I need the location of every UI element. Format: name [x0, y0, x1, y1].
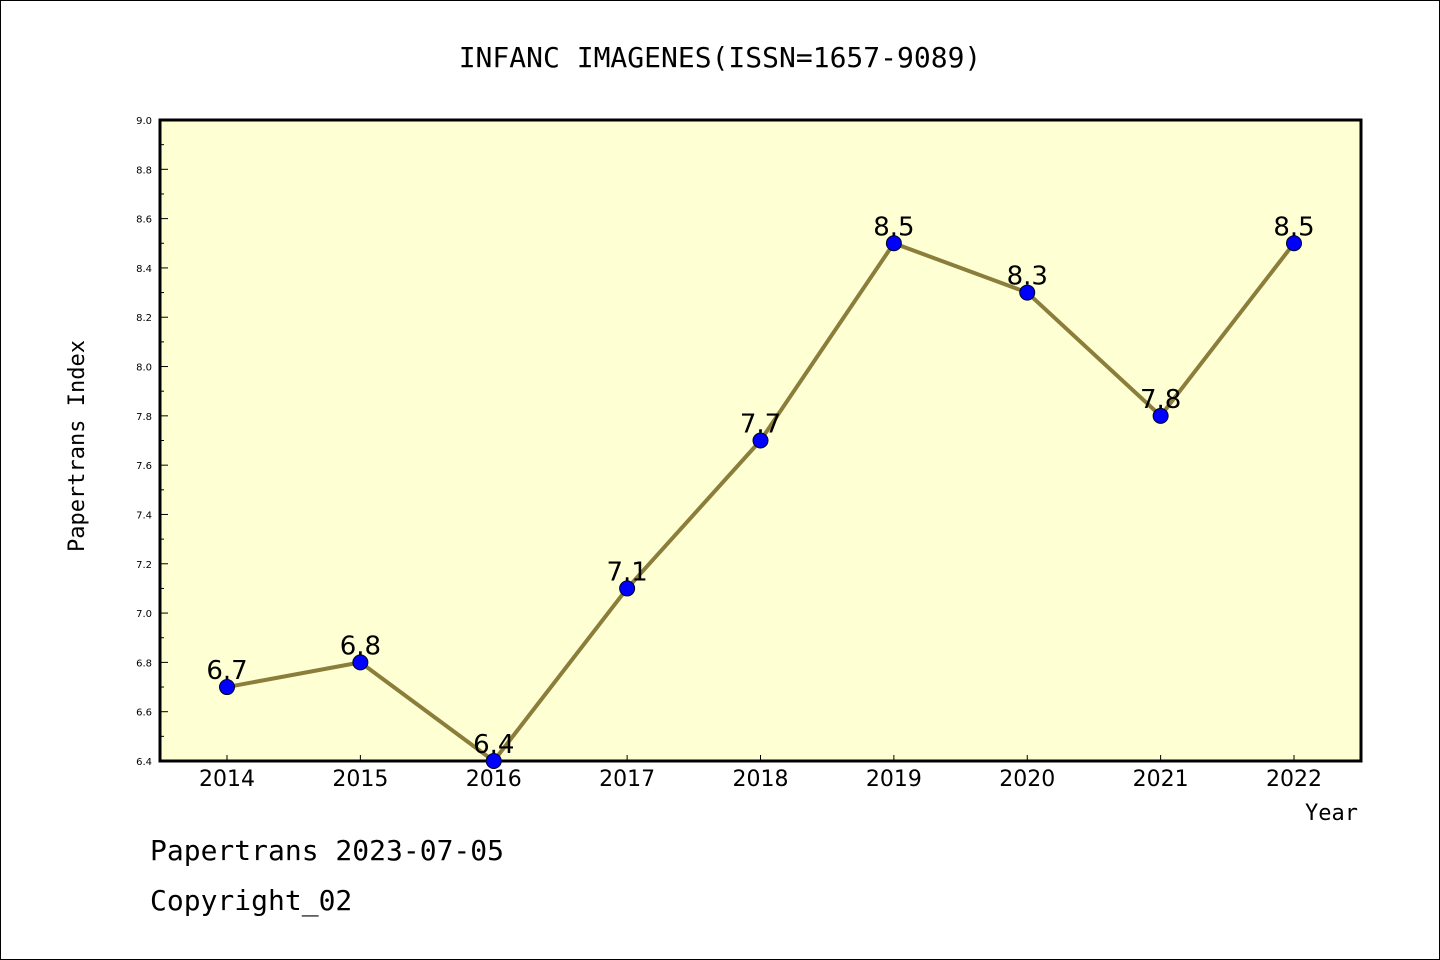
x-axis-label: Year: [1305, 801, 1358, 826]
y-tick-label: 6.8: [136, 658, 152, 669]
y-axis-label: Papertrans Index: [65, 340, 90, 552]
y-tick-label: 7.6: [136, 461, 152, 472]
data-point: [885, 235, 902, 252]
data-labels: 6.7 6.8 6.4 7.1 7.7 8.5 8.3 7.8 8.5: [206, 212, 1314, 760]
y-tick-label: 8.8: [136, 165, 152, 176]
data-point: [219, 679, 235, 696]
data-point: [619, 580, 636, 597]
data-label: 7.8: [1140, 385, 1181, 415]
y-tick-label: 7.2: [136, 560, 152, 571]
data-point: [1019, 284, 1036, 301]
footer-date: Papertrans 2023-07-05: [150, 834, 505, 867]
data-label: 7.1: [606, 557, 647, 587]
x-tick-label: 2021: [1133, 767, 1189, 792]
footer-copyright: Copyright_02: [150, 884, 353, 917]
data-label: 8.3: [1007, 262, 1048, 292]
y-tick-label: 7.8: [136, 412, 152, 423]
data-point: [485, 753, 502, 769]
data-label: 8.5: [1273, 212, 1314, 242]
y-tick-label: 8.2: [136, 313, 152, 324]
y-tick-label: 8.6: [136, 215, 152, 226]
y-tick-label: 7.0: [136, 609, 152, 620]
x-tick-label: 2019: [866, 767, 922, 792]
x-axis: 2014 2015 2016 2017 2018 2019 2020 2021 2022: [199, 755, 1322, 792]
y-tick-label: 6.4: [136, 757, 152, 768]
y-tick-label: 8.0: [136, 363, 152, 374]
y-tick-label: 7.4: [136, 510, 152, 521]
x-tick-label: 2022: [1266, 767, 1322, 792]
x-tick-label: 2015: [332, 767, 388, 792]
y-tick-label: 8.4: [136, 264, 152, 275]
x-tick-label: 2014: [199, 767, 255, 792]
data-points: [219, 235, 1302, 769]
data-label: 8.5: [873, 212, 914, 242]
data-point: [752, 432, 769, 449]
x-tick-label: 2020: [999, 767, 1055, 792]
data-label: 6.8: [340, 631, 381, 661]
x-tick-label: 2018: [733, 767, 789, 792]
y-tick-label: 6.6: [136, 708, 152, 719]
y-axis: 6.4 6.6 6.8 7.0 7.2 7.4 7.6 7.8 8.0 8.2 8.4 8.6 8.8 9…: [136, 116, 168, 768]
data-label: 6.4: [473, 730, 514, 760]
data-label: 6.7: [206, 656, 247, 686]
chart-title: INFANC IMAGENES(ISSN=1657-9089): [459, 41, 982, 74]
data-point: [1286, 235, 1302, 252]
data-point: [352, 654, 369, 671]
data-point: [1152, 407, 1169, 424]
y-tick-label: 9.0: [136, 116, 152, 127]
x-tick-label: 2016: [466, 767, 522, 792]
x-tick-label: 2017: [599, 767, 655, 792]
data-label: 7.7: [740, 410, 781, 440]
